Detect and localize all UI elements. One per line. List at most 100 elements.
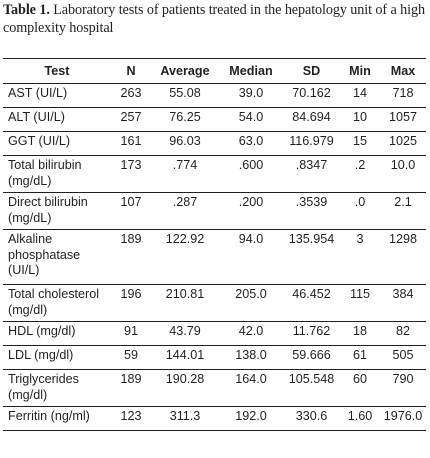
header-test: Test bbox=[44, 64, 70, 78]
lab-tests-table: Test N Average Median SD Min Max AST (UI… bbox=[3, 58, 426, 431]
cell-max: 82 bbox=[395, 324, 410, 338]
cell-min: 3 bbox=[356, 232, 364, 246]
cell-n: 196 bbox=[120, 287, 142, 301]
cell-min: 1.60 bbox=[347, 409, 373, 423]
cell-max: 1057 bbox=[388, 110, 418, 124]
cell-test: Ferritin (ng/ml) bbox=[8, 409, 90, 423]
table-row: HDL (mg/dl) 91 43.79 42.0 11.762 18 82 bbox=[3, 322, 426, 346]
cell-test: ALT (UI/L) bbox=[8, 110, 65, 124]
table-row: ALT (UI/L) 257 76.25 54.0 84.694 10 1057 bbox=[3, 108, 426, 132]
cell-median: 42.0 bbox=[238, 324, 264, 338]
table-row: Total bilirubin (mg/dL) 173 .774 .600 .8… bbox=[3, 156, 426, 193]
table-header-row: Test N Average Median SD Min Max bbox=[3, 58, 426, 84]
cell-average: 96.03 bbox=[169, 134, 201, 148]
cell-test: GGT (UI/L) bbox=[8, 134, 71, 148]
cell-max: 1298 bbox=[388, 232, 418, 246]
cell-average: 210.81 bbox=[165, 287, 205, 301]
cell-average: 76.25 bbox=[169, 110, 201, 124]
cell-test: Triglycerides (mg/dl) bbox=[8, 372, 79, 402]
cell-n: 189 bbox=[120, 372, 142, 386]
table-caption: Table 1. Laboratory tests of patients tr… bbox=[3, 1, 427, 37]
cell-n: 189 bbox=[120, 232, 142, 246]
table-caption-label: Table 1. bbox=[3, 2, 50, 18]
cell-median: 192.0 bbox=[235, 409, 267, 423]
cell-max: 1976.0 bbox=[383, 409, 423, 423]
cell-median: .600 bbox=[238, 158, 264, 172]
cell-max: 790 bbox=[392, 372, 414, 386]
cell-average: 122.92 bbox=[165, 232, 205, 246]
cell-average: 190.28 bbox=[165, 372, 205, 386]
cell-sd: 105.548 bbox=[288, 372, 335, 386]
cell-min: 14 bbox=[352, 86, 367, 100]
cell-sd: 70.162 bbox=[292, 86, 331, 100]
cell-min: .0 bbox=[354, 195, 366, 209]
cell-median: 205.0 bbox=[235, 287, 267, 301]
cell-test: Total bilirubin (mg/dL) bbox=[8, 158, 82, 188]
cell-max: 718 bbox=[392, 86, 414, 100]
cell-average: .287 bbox=[172, 195, 198, 209]
table-row: Triglycerides (mg/dl) 189 190.28 164.0 1… bbox=[3, 370, 426, 407]
table-row: Ferritin (ng/ml) 123 311.3 192.0 330.6 1… bbox=[3, 407, 426, 431]
cell-test: Alkaline phosphatase (UI/L) bbox=[8, 232, 81, 277]
cell-min: 115 bbox=[349, 287, 371, 301]
cell-sd: .8347 bbox=[295, 158, 328, 172]
cell-n: 123 bbox=[120, 409, 142, 423]
cell-max: 384 bbox=[392, 287, 414, 301]
table-row: Direct bilirubin (mg/dL) 107 .287 .200 .… bbox=[3, 193, 426, 230]
table-row: Alkaline phosphatase (UI/L) 189 122.92 9… bbox=[3, 230, 426, 285]
cell-sd: 135.954 bbox=[288, 232, 335, 246]
table-header: Test N Average Median SD Min Max bbox=[3, 58, 426, 84]
cell-n: 173 bbox=[120, 158, 142, 172]
cell-median: .200 bbox=[238, 195, 264, 209]
header-sd: SD bbox=[302, 64, 321, 78]
cell-n: 161 bbox=[120, 134, 142, 148]
header-n: N bbox=[126, 64, 136, 78]
cell-min: 60 bbox=[352, 372, 367, 386]
cell-sd: 330.6 bbox=[295, 409, 328, 423]
cell-max: 1025 bbox=[388, 134, 418, 148]
header-min: Min bbox=[349, 64, 371, 78]
cell-average: 311.3 bbox=[169, 409, 201, 423]
cell-test: HDL (mg/dl) bbox=[8, 324, 76, 338]
cell-test: Direct bilirubin (mg/dL) bbox=[8, 195, 88, 225]
header-average: Average bbox=[160, 64, 210, 78]
cell-median: 54.0 bbox=[238, 110, 264, 124]
cell-average: .774 bbox=[172, 158, 198, 172]
cell-n: 59 bbox=[123, 348, 138, 362]
table-row: GGT (UI/L) 161 96.03 63.0 116.979 15 102… bbox=[3, 132, 426, 156]
cell-n: 257 bbox=[120, 110, 142, 124]
cell-test: LDL (mg/dl) bbox=[8, 348, 74, 362]
cell-max: 505 bbox=[392, 348, 414, 362]
cell-median: 39.0 bbox=[238, 86, 264, 100]
cell-sd: .3539 bbox=[295, 195, 328, 209]
table-row: LDL (mg/dl) 59 144.01 138.0 59.666 61 50… bbox=[3, 346, 426, 370]
cell-min: 15 bbox=[352, 134, 367, 148]
cell-average: 55.08 bbox=[169, 86, 201, 100]
cell-sd: 84.694 bbox=[292, 110, 331, 124]
cell-test: AST (UI/L) bbox=[8, 86, 68, 100]
cell-min: 18 bbox=[352, 324, 367, 338]
cell-median: 164.0 bbox=[235, 372, 267, 386]
cell-average: 144.01 bbox=[165, 348, 205, 362]
cell-sd: 59.666 bbox=[292, 348, 331, 362]
header-max: Max bbox=[390, 64, 416, 78]
cell-n: 91 bbox=[123, 324, 138, 338]
cell-min: 61 bbox=[352, 348, 367, 362]
cell-median: 94.0 bbox=[238, 232, 264, 246]
cell-max: 2.1 bbox=[394, 195, 412, 209]
cell-n: 263 bbox=[120, 86, 142, 100]
cell-max: 10.0 bbox=[390, 158, 416, 172]
table-row: AST (UI/L) 263 55.08 39.0 70.162 14 718 bbox=[3, 84, 426, 108]
cell-sd: 116.979 bbox=[289, 134, 334, 148]
cell-median: 63.0 bbox=[238, 134, 264, 148]
cell-n: 107 bbox=[120, 195, 142, 209]
table-row: Total cholesterol (mg/dl) 196 210.81 205… bbox=[3, 285, 426, 322]
cell-median: 138.0 bbox=[235, 348, 267, 362]
table-body: AST (UI/L) 263 55.08 39.0 70.162 14 718 … bbox=[3, 84, 426, 431]
cell-min: 10 bbox=[352, 110, 367, 124]
cell-sd: 46.452 bbox=[292, 287, 331, 301]
table-caption-text: Laboratory tests of patients treated in … bbox=[3, 2, 425, 36]
cell-test: Total cholesterol (mg/dl) bbox=[8, 287, 100, 317]
cell-sd: 11.762 bbox=[292, 324, 331, 338]
cell-average: 43.79 bbox=[169, 324, 201, 338]
